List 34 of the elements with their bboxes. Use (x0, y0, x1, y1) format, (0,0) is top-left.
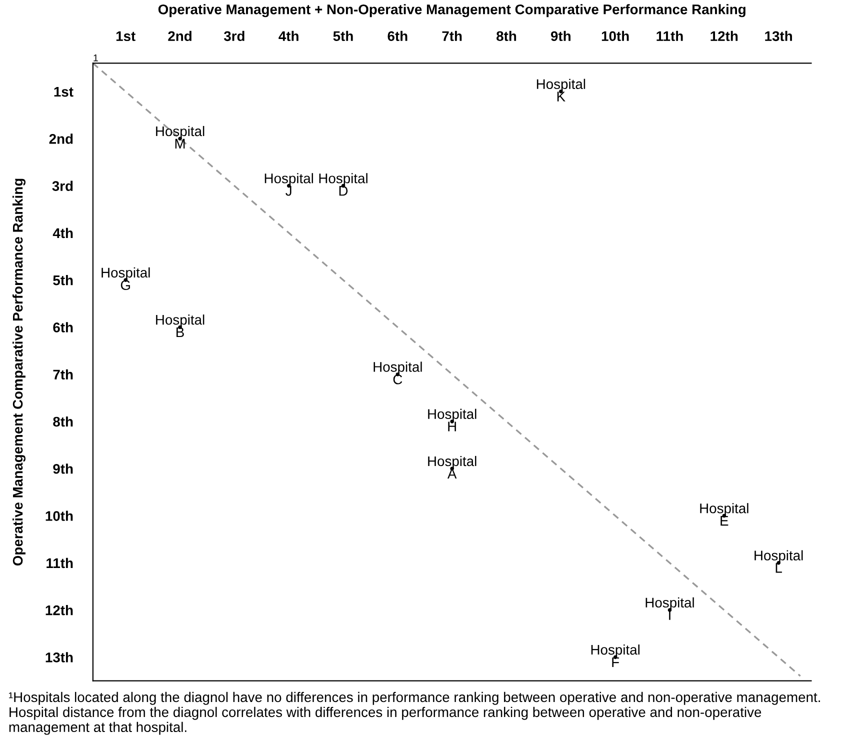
x-tick-label: 9th (550, 30, 570, 42)
y-tick-label: 5th (53, 275, 73, 286)
x-tick-label: 11th (656, 30, 683, 42)
y-tick-label: 10th (46, 510, 73, 521)
y-tick-label: 3rd (52, 180, 73, 191)
x-tick-label: 2nd (168, 30, 192, 42)
annotation: 1 (94, 54, 98, 62)
x-tick-label: 12th (710, 30, 738, 42)
x-tick-label: 1st (116, 31, 136, 42)
y-tick-label: 11th (46, 558, 73, 568)
x-tick-label: 4th (278, 30, 298, 42)
y-tick-label: 8th (53, 416, 73, 427)
y-tick-label: 4th (52, 228, 73, 238)
x-tick-label: 3rd (224, 30, 244, 42)
x-tick-label: 8th (496, 30, 516, 42)
data-label: Hospital K (536, 78, 586, 102)
x-tick-label: 7th (442, 30, 462, 42)
y-axis-title: Operative Management Comparative Performance Ranking (12, 178, 26, 566)
y-tick-label: 1st (54, 87, 74, 97)
data-label: Hospital H (428, 408, 476, 432)
y-tick-label: 12th (46, 605, 73, 616)
y-tick-label: 2nd (49, 134, 73, 144)
x-tick-label: 6th (388, 30, 408, 42)
y-tick-label: 6th (53, 322, 73, 332)
y-tick-label: 13th (46, 652, 73, 662)
y-tick-label: 9th (53, 464, 73, 474)
x-tick-label: 10th (602, 30, 629, 42)
x-tick-label: 5th (333, 30, 353, 42)
x-axis-title: Operative Management + Non-Operative Management Comparative Performance Ranking (158, 4, 746, 18)
y-tick-label: 7th (53, 369, 73, 380)
data-label: Hospital M (156, 126, 204, 148)
x-tick-label: 13th (765, 30, 792, 42)
text: ¹Hospitals located along the diagnol have no differences in performance ranking between operative and non-operative management. Hospital distance from the diagnol correlates with differences in performance ranking between operative and non-operative management at that hospital. (8, 692, 820, 735)
data-label: Hospital L (754, 550, 803, 573)
